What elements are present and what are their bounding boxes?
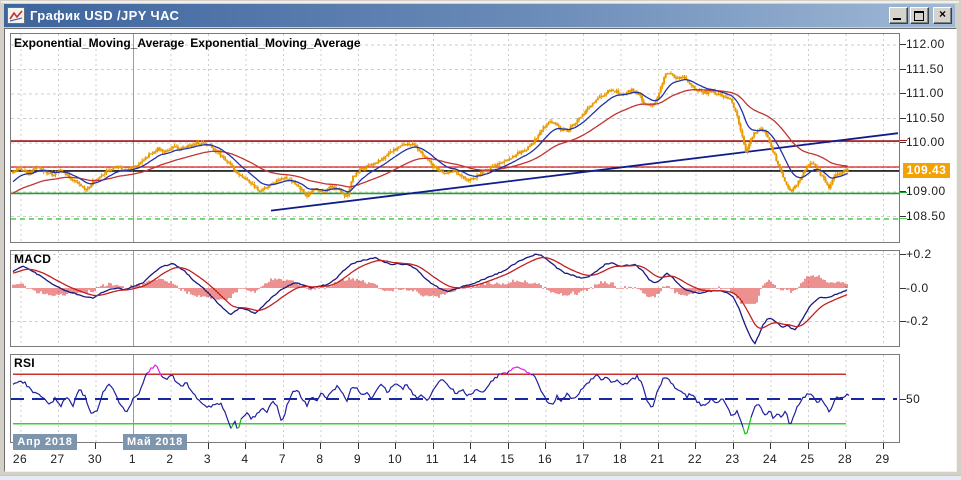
title-bar[interactable]: График USD /JPY ЧАС × [4,4,955,27]
date-axis-tick [882,443,884,449]
price-axis-tick [900,93,906,94]
date-label: 11 [425,452,440,466]
date-axis-tick [582,443,584,449]
date-axis-tick [620,443,621,449]
hline-end-tick [900,192,907,194]
date-label: 29 [875,452,890,466]
minimize-icon [893,18,901,20]
month-badge: Май 2018 [123,434,187,450]
minimize-button[interactable] [889,7,908,24]
rsi-panel[interactable] [10,354,900,443]
date-label: 2 [166,452,174,466]
price-axis-label: 108.50 [906,208,946,223]
date-axis-tick [245,443,246,449]
macd-axis-label: -0.2 [906,314,929,328]
date-label: 24 [762,452,778,466]
date-axis-tick [395,443,396,449]
rsi-canvas[interactable] [11,355,899,442]
price-chart-canvas[interactable] [11,34,899,242]
date-axis-tick [545,443,546,449]
date-axis-tick [207,443,209,449]
date-label: 26 [12,452,28,466]
macd-axis-tick [900,254,906,255]
date-label: 1 [128,452,137,466]
maximize-icon [914,11,924,21]
date-axis-tick [507,443,509,449]
month-badge: Апр 2018 [13,434,77,450]
date-label: 23 [725,452,740,466]
macd-panel[interactable] [10,250,900,347]
date-label: 22 [687,452,703,466]
macd-axis-tick [900,321,906,322]
price-axis-tick [900,117,906,119]
ema-fast-legend-label: Exponential_Moving_Average [14,36,185,50]
date-label: 27 [50,452,65,466]
date-label: 7 [278,452,287,466]
date-label: 9 [353,452,362,466]
date-label: 8 [316,452,324,466]
close-button[interactable]: × [933,7,952,24]
window-title: График USD /JPY ЧАС [30,8,180,23]
date-label: 14 [462,452,478,466]
date-axis-tick [320,443,321,449]
hline-end-tick [900,217,907,219]
price-axis-label: 111.50 [906,61,944,76]
window-bottom-edge [0,475,961,480]
close-icon: × [938,7,946,21]
maximize-button[interactable] [910,7,929,24]
macd-panel-label: MACD [14,252,52,266]
date-label: 28 [837,452,853,466]
date-label: 25 [800,452,815,466]
date-axis-tick [695,443,696,449]
date-label: 21 [650,452,665,466]
macd-axis-label: +0.2 [906,247,932,261]
price-axis-tick [900,191,906,192]
macd-axis-tick [900,287,906,289]
rsi-panel-label: RSI [14,356,35,370]
date-label: 30 [87,452,103,466]
date-axis-tick [807,443,809,449]
price-axis-tick [900,142,906,143]
price-axis-label: 112.00 [906,37,945,51]
date-axis-tick [432,443,434,449]
macd-axis-label: -0.0 [906,280,929,295]
price-axis-label: 109.00 [906,184,946,198]
date-label: 10 [387,452,403,466]
price-axis-label: 110.00 [906,135,945,149]
date-label: 17 [575,452,590,466]
price-axis-label: 111.00 [906,86,944,100]
hline-end-tick [900,140,907,142]
price-chart-panel[interactable] [10,33,900,243]
price-axis-label: 110.50 [906,110,945,125]
date-axis-tick [357,443,359,449]
window-frame-highlight [1,1,959,3]
ema-slow-legend-label: Exponential_Moving_Average [190,36,361,50]
date-axis-tick [470,443,471,449]
date-label: 16 [537,452,553,466]
date-axis-tick [732,443,734,449]
date-axis-tick [95,443,96,449]
chart-app-icon [7,7,25,24]
date-label: 15 [500,452,515,466]
price-axis-tick [900,68,906,70]
macd-canvas[interactable] [11,251,899,346]
price-axis-tick [900,44,906,45]
date-label: 3 [203,452,212,466]
date-axis-tick [282,443,284,449]
date-axis-tick [770,443,771,449]
date-label: 18 [612,452,628,466]
date-axis-tick [657,443,659,449]
date-label: 4 [241,452,249,466]
rsi-axis-label: 50 [906,392,921,406]
indicator-legend: Exponential_Moving_Average Exponential_Mo… [14,36,361,50]
last-price-badge: 109.43 [903,163,950,178]
rsi-axis-tick [900,399,906,400]
date-axis-tick [845,443,846,449]
price-axis-tick [900,215,906,217]
